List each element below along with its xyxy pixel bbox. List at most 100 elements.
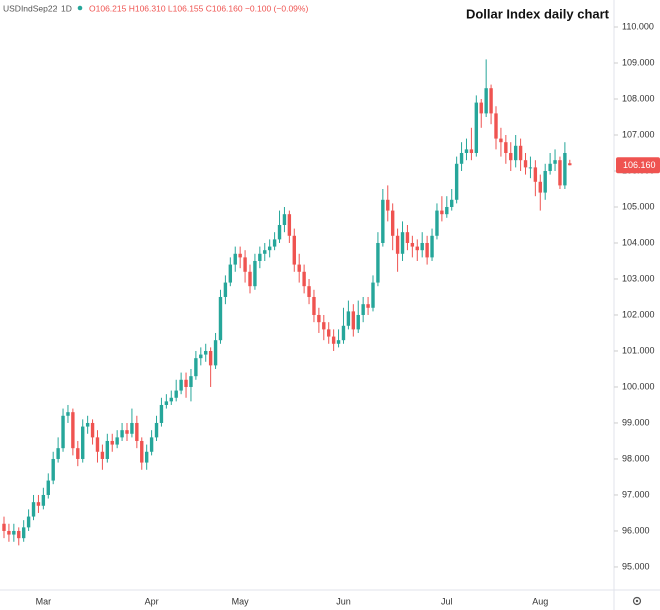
- candle-body: [159, 404, 164, 423]
- settings-icon[interactable]: [632, 596, 642, 606]
- candle-body: [479, 102, 483, 114]
- candle-body: [56, 448, 60, 459]
- y-tick-label: 110.000: [622, 21, 654, 31]
- candle-body: [164, 401, 169, 405]
- candle-body: [184, 379, 188, 387]
- candle-body: [513, 145, 518, 161]
- y-tick-label: 102.000: [622, 309, 655, 319]
- candle-body: [258, 253, 262, 261]
- candle-body: [263, 250, 267, 254]
- candle-body: [199, 354, 203, 359]
- y-tick-label: 101.000: [622, 345, 655, 355]
- candle-body: [233, 253, 237, 265]
- candle-body: [548, 163, 552, 171]
- candle-body: [410, 242, 415, 247]
- candle-body: [469, 149, 474, 153]
- candle-body: [282, 214, 287, 225]
- candle-body: [499, 138, 503, 143]
- y-tick-label: 109.000: [622, 57, 655, 67]
- candle-body: [425, 242, 429, 258]
- symbol: USDIndSep22: [3, 3, 58, 13]
- candle-body: [395, 235, 400, 254]
- candle-body: [95, 437, 100, 452]
- candle-body: [140, 440, 144, 463]
- chart-title: Dollar Index daily chart: [466, 6, 610, 21]
- candle-body: [361, 304, 365, 315]
- candle-body: [430, 235, 434, 258]
- candle-body: [31, 502, 36, 517]
- ohlc-readout: O106.215 H106.310 L106.155 C106.160 −0.1…: [89, 3, 308, 13]
- candle-body: [149, 437, 154, 452]
- candle-body: [376, 242, 380, 283]
- status-dot: [77, 5, 83, 11]
- y-tick-label: 108.000: [622, 93, 655, 103]
- candle-body: [7, 530, 11, 535]
- candle-body: [302, 271, 306, 287]
- candle-body: [36, 502, 41, 506]
- candle-body: [420, 242, 424, 251]
- y-tick-label: 103.000: [622, 273, 655, 283]
- candle-body: [568, 163, 572, 166]
- candle-body: [71, 412, 75, 449]
- candle-body: [174, 390, 178, 398]
- candle-body: [61, 415, 65, 449]
- x-tick-label: Apr: [145, 596, 159, 606]
- candle-body: [523, 160, 528, 168]
- y-tick-label: 95.000: [622, 561, 650, 571]
- candle-body: [12, 530, 16, 535]
- candle-body: [248, 271, 252, 287]
- y-tick-label: 96.000: [622, 525, 650, 535]
- candle-body: [76, 448, 80, 459]
- y-tick-label: 107.000: [622, 129, 655, 139]
- candle-body: [26, 516, 31, 528]
- candle-body: [267, 246, 272, 251]
- candle-body: [528, 167, 533, 169]
- y-tick-label: 97.000: [622, 489, 650, 499]
- candle-body: [322, 322, 326, 330]
- candle-body: [351, 311, 356, 330]
- x-tick-label: May: [232, 596, 250, 606]
- candle-body: [336, 340, 341, 344]
- candle-body: [277, 224, 282, 240]
- candle-body: [17, 530, 21, 539]
- candle-body: [459, 152, 464, 164]
- x-tick-label: Aug: [532, 596, 548, 606]
- candle-body: [356, 314, 360, 330]
- candle-body: [194, 358, 198, 377]
- candle-body: [213, 340, 218, 366]
- candle-body: [346, 311, 351, 326]
- x-tick-label: Jul: [441, 596, 453, 606]
- candle-body: [115, 437, 119, 445]
- candle-body: [484, 88, 488, 114]
- candle-body: [341, 325, 346, 341]
- candle-body: [85, 422, 90, 427]
- candle-body: [366, 304, 370, 308]
- candle-body: [66, 412, 70, 416]
- interval: 1D: [61, 3, 72, 13]
- candle-body: [435, 210, 439, 236]
- candle-body: [243, 257, 247, 272]
- candle-body: [454, 163, 459, 200]
- candle-body: [415, 246, 419, 251]
- candle-body: [51, 458, 55, 481]
- candle-body: [327, 329, 331, 337]
- candle-body: [317, 314, 321, 323]
- candle-body: [297, 264, 301, 272]
- x-tick-label: Mar: [36, 596, 52, 606]
- candle-body: [135, 422, 139, 441]
- candle-body: [287, 214, 292, 236]
- candle-body: [381, 199, 385, 243]
- candle-body: [218, 296, 223, 341]
- candle-body: [543, 170, 547, 193]
- separator: ·: [55, 3, 58, 13]
- candle-body: [405, 232, 410, 243]
- candle-body: [538, 181, 542, 193]
- candle-body: [474, 102, 479, 153]
- candle-body: [41, 494, 46, 506]
- candle-body: [489, 88, 493, 114]
- candle-body: [154, 422, 159, 438]
- candle-body: [120, 430, 124, 438]
- candle-body: [100, 451, 105, 459]
- candle-body: [533, 167, 538, 182]
